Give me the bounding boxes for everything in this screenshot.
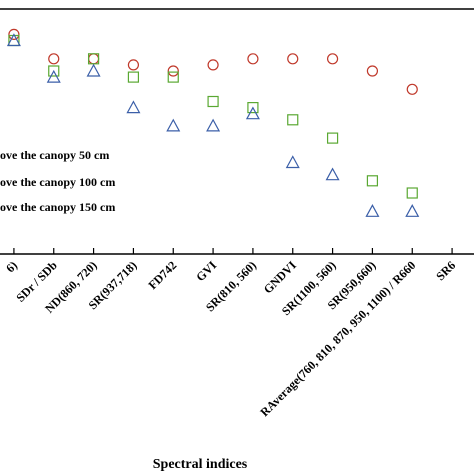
data-point-triangle bbox=[405, 204, 420, 217]
data-point-circle bbox=[366, 65, 379, 77]
data-point-triangle bbox=[126, 100, 141, 114]
data-point-square bbox=[287, 114, 299, 126]
legend-entry: ove the canopy 150 cm bbox=[0, 200, 115, 214]
data-point-triangle bbox=[46, 69, 61, 83]
data-point-triangle bbox=[245, 106, 260, 120]
data-point-circle bbox=[406, 83, 418, 95]
legend-entry: ove the canopy 100 cm bbox=[0, 175, 115, 189]
legend: ove the canopy 50 cm ove the canopy 100 c… bbox=[0, 148, 115, 214]
x-tick-label: 6) bbox=[3, 258, 20, 275]
x-tick-label: FD742 bbox=[145, 258, 179, 292]
plot-area bbox=[6, 28, 420, 217]
data-point-square bbox=[406, 187, 418, 199]
data-point-square bbox=[48, 65, 60, 77]
x-axis-title: Spectral indices bbox=[153, 457, 248, 472]
data-point-triangle bbox=[365, 204, 380, 217]
data-point-square bbox=[207, 95, 219, 108]
data-point-square bbox=[247, 101, 259, 114]
data-point-circle bbox=[326, 53, 339, 65]
data-point-circle bbox=[127, 59, 140, 71]
data-point-triangle bbox=[206, 118, 221, 132]
data-point-triangle bbox=[325, 167, 340, 181]
x-tick-label: GVI bbox=[193, 258, 219, 284]
x-tick-label: GNDVI bbox=[261, 258, 299, 296]
data-point-circle bbox=[247, 53, 259, 65]
data-point-circle bbox=[8, 28, 20, 41]
data-point-circle bbox=[287, 53, 299, 65]
data-point-square bbox=[326, 132, 339, 144]
data-point-triangle bbox=[86, 63, 101, 77]
data-point-square bbox=[167, 71, 179, 83]
data-point-circle bbox=[87, 53, 100, 65]
data-point-circle bbox=[207, 59, 219, 71]
legend-entry: ove the canopy 50 cm bbox=[0, 148, 109, 162]
data-point-circle bbox=[48, 53, 60, 65]
data-point-circle bbox=[167, 65, 179, 77]
data-point-square bbox=[366, 175, 379, 187]
data-point-square bbox=[127, 71, 140, 83]
data-point-triangle bbox=[285, 155, 300, 169]
data-point-triangle bbox=[166, 118, 181, 132]
x-tick-label: SR6 bbox=[433, 258, 458, 283]
axes bbox=[0, 8, 474, 255]
data-point-triangle bbox=[6, 33, 21, 47]
